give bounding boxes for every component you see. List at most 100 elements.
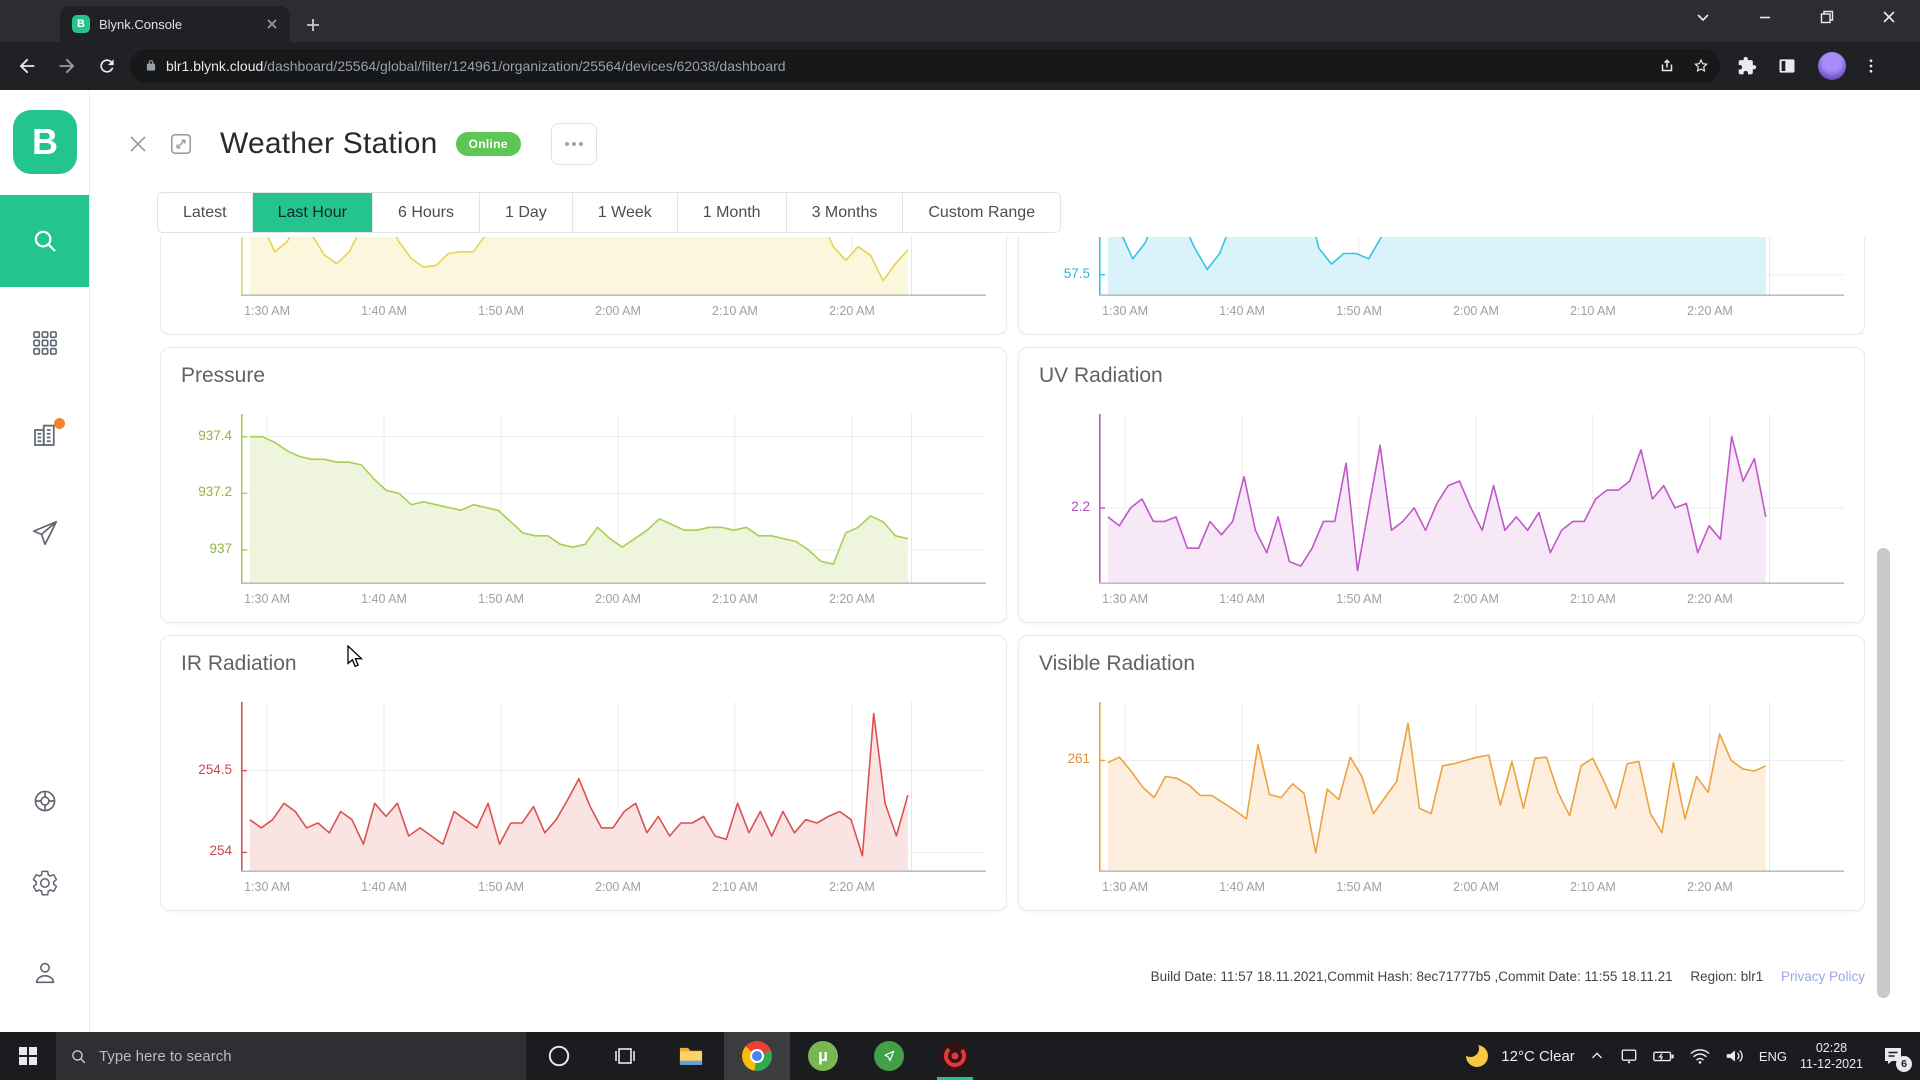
sidebar-item-settings[interactable]	[0, 860, 89, 906]
chart-plot-area[interactable]	[241, 702, 986, 872]
sidebar-item-apps[interactable]	[0, 320, 89, 366]
taskbar-red-app-button[interactable]	[922, 1032, 988, 1080]
moon-weather-icon	[1462, 1040, 1489, 1067]
sidebar-item-share[interactable]	[0, 510, 89, 556]
search-icon	[34, 230, 56, 252]
window-restore-icon[interactable]	[1796, 0, 1858, 34]
window-minimize-icon[interactable]	[1734, 0, 1796, 34]
forward-icon[interactable]	[50, 49, 84, 83]
tab-3-months[interactable]: 3 Months	[787, 193, 904, 232]
start-button[interactable]	[0, 1032, 56, 1080]
chart-title: IR Radiation	[181, 652, 297, 675]
window-chevron-icon[interactable]	[1672, 0, 1734, 34]
y-axis-labels: 254 254.5	[161, 702, 241, 872]
clock-date: 11-12-2021	[1799, 1057, 1863, 1071]
user-icon	[35, 962, 54, 984]
expand-icon[interactable]	[168, 131, 194, 157]
x-tick-label: 1:40 AM	[1219, 880, 1265, 894]
window-close-icon[interactable]	[1858, 0, 1920, 34]
chart-plot-area[interactable]	[241, 414, 986, 584]
sidebar-item-help[interactable]	[0, 778, 89, 824]
new-tab-button[interactable]	[304, 16, 322, 34]
tray-volume-icon[interactable]	[1724, 1046, 1746, 1066]
back-icon[interactable]	[10, 49, 44, 83]
bookmark-star-icon[interactable]	[1692, 57, 1710, 75]
x-tick-label: 2:10 AM	[1569, 304, 1616, 318]
x-tick-label: 1:50 AM	[478, 304, 524, 318]
sidebar-item-organization[interactable]	[0, 412, 89, 458]
x-tick-label: 1:50 AM	[478, 592, 524, 606]
browser-menu-kebab-icon[interactable]	[1854, 49, 1888, 83]
language-indicator[interactable]: ENG	[1758, 1048, 1787, 1064]
action-center-button[interactable]: 6	[1876, 1039, 1912, 1073]
chart-card-uv-radiation: UV Radiation 2.2 1:30 AM 1:40 AM 1:50 AM 2:…	[1018, 347, 1865, 623]
toolbar-right	[1730, 49, 1894, 83]
x-tick-label: 1:30 AM	[244, 880, 290, 894]
privacy-policy-link[interactable]: Privacy Policy	[1780, 969, 1865, 984]
region-label: Region: blr1	[1690, 969, 1764, 984]
tab-1-day[interactable]: 1 Day	[480, 193, 573, 232]
x-tick-label: 1:40 AM	[361, 304, 407, 318]
tray-display-icon[interactable]	[1619, 1046, 1639, 1066]
sidebar-item-profile[interactable]	[0, 950, 89, 996]
x-tick-label: 1:30 AM	[244, 304, 290, 318]
chart-plot-area[interactable]	[241, 237, 986, 296]
taskbar-utorrent-button[interactable]: µ	[790, 1032, 856, 1080]
x-tick-label: 2:20 AM	[1686, 304, 1733, 318]
chart-card-top-right: 57.5 1:30 AM 1:40 AM 1:50 AM 2:00 AM 2:10 AM…	[1018, 237, 1865, 335]
x-axis-labels: 1:30 AM 1:40 AM 1:50 AM 2:00 AM 2:10 AM 2:20 …	[241, 584, 1006, 612]
weather-widget[interactable]: 12°C Clear	[1501, 1047, 1575, 1065]
side-panel-icon[interactable]	[1770, 49, 1804, 83]
reload-icon[interactable]	[90, 49, 124, 83]
tab-1-month[interactable]: 1 Month	[678, 193, 787, 232]
x-tick-label: 1:40 AM	[361, 880, 407, 894]
charts-area: 1:30 AM 1:40 AM 1:50 AM 2:00 AM 2:10 AM 2:20 …	[160, 237, 1865, 1032]
tab-1-week[interactable]: 1 Week	[573, 193, 678, 232]
taskbar-task-view-button[interactable]	[592, 1032, 658, 1080]
page-header: Weather Station Online	[128, 120, 597, 168]
tray-chevron-up-icon[interactable]	[1588, 1047, 1606, 1065]
share-icon[interactable]	[1658, 57, 1676, 75]
url-bar[interactable]: blr1.blynk.cloud/dashboard/25564/global/…	[130, 49, 1720, 83]
extensions-puzzle-icon[interactable]	[1730, 49, 1764, 83]
chart-plot-area[interactable]	[1099, 414, 1844, 584]
notification-dot	[54, 418, 65, 429]
search-placeholder: Type here to search	[99, 1047, 232, 1065]
x-tick-label: 1:30 AM	[1102, 592, 1148, 606]
tab-6-hours[interactable]: 6 Hours	[373, 193, 480, 232]
scrollbar-thumb[interactable]	[1877, 548, 1890, 998]
x-axis-labels: 1:30 AM 1:40 AM 1:50 AM 2:00 AM 2:10 AM 2:20 …	[241, 872, 1006, 900]
chart-plot-area[interactable]	[1099, 702, 1844, 872]
sidebar-item-search[interactable]	[0, 195, 89, 287]
notification-count-badge: 6	[1896, 1056, 1912, 1072]
build-info-footer: Build Date: 11:57 18.11.2021,Commit Hash…	[160, 969, 1865, 984]
tab-latest[interactable]: Latest	[158, 193, 253, 232]
clock-time: 02:28	[1815, 1040, 1848, 1055]
profile-avatar[interactable]	[1818, 52, 1846, 80]
blynk-logo[interactable]: B	[13, 110, 77, 174]
tray-wifi-icon[interactable]	[1689, 1046, 1711, 1066]
taskbar-chrome-button[interactable]	[724, 1032, 790, 1080]
close-dashboard-icon[interactable]	[128, 134, 148, 154]
mouse-cursor	[347, 644, 369, 674]
organization-building-icon	[33, 424, 55, 446]
taskbar-send-app-button[interactable]	[856, 1032, 922, 1080]
taskbar-file-explorer-button[interactable]	[658, 1032, 724, 1080]
chart-plot-area[interactable]	[1099, 237, 1844, 296]
send-triangle-icon	[874, 1041, 904, 1071]
browser-tab[interactable]: B Blynk.Console	[60, 6, 290, 42]
gear-icon	[32, 870, 57, 896]
clock-widget[interactable]: 02:28 11-12-2021	[1800, 1040, 1863, 1073]
tray-battery-icon[interactable]	[1652, 1046, 1676, 1066]
red-swirl-icon	[940, 1041, 970, 1071]
tab-last-hour[interactable]: Last Hour	[252, 193, 373, 232]
lock-icon	[144, 59, 158, 73]
taskbar-search-box[interactable]: Type here to search	[56, 1032, 526, 1080]
system-tray: 12°C Clear ENG 02:28 11-12-2021 6	[1462, 1039, 1920, 1073]
taskbar-cortana-button[interactable]	[526, 1032, 592, 1080]
tab-close-icon[interactable]	[264, 16, 280, 32]
device-menu-button[interactable]	[550, 123, 597, 165]
tab-custom-range[interactable]: Custom Range	[928, 204, 1036, 221]
x-tick-label: 1:50 AM	[1336, 304, 1382, 318]
